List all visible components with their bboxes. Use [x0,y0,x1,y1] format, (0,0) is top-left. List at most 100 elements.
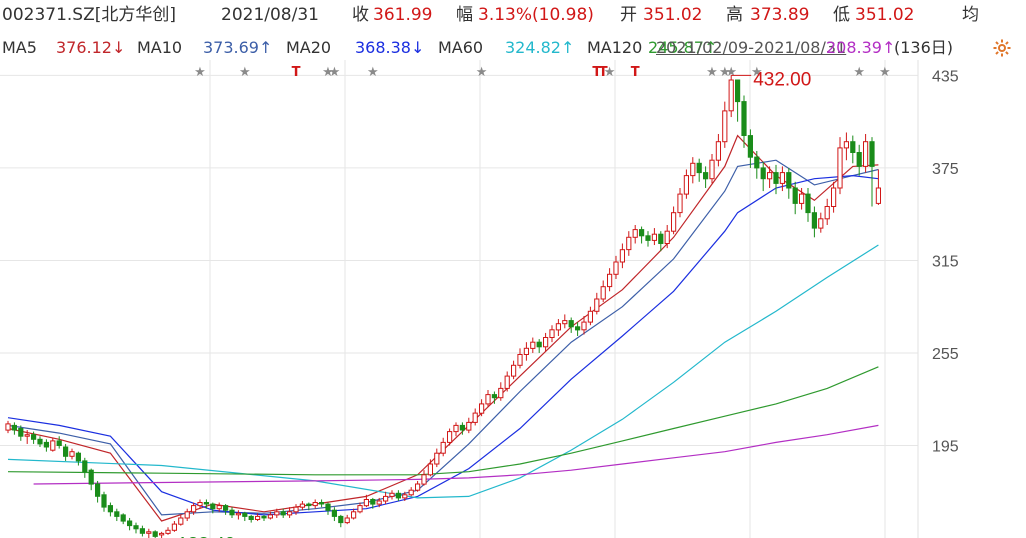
signal-marker: ★ [239,65,251,80]
candle-down [31,434,37,440]
candle-down [127,520,133,527]
candle-up [389,492,395,497]
candle-up [607,273,613,288]
candle-up [197,502,203,507]
signal-marker: ★ [329,65,341,80]
stock-code-name[interactable]: 002371.SZ[北方华创] [2,5,177,25]
candle-down [18,428,24,437]
candle-up [818,218,824,229]
candle-up [709,159,715,180]
candle-up [408,489,414,496]
candle-up [619,249,625,263]
candle-down [114,511,120,517]
high-price-label: 432.00 [753,69,811,90]
candle-up [472,412,478,423]
candle-down [11,424,17,431]
signal-marker-layer: ★ ★ T ★★ ★ ★ TT★ T ★ ★★ ★ ★ ★ [194,65,890,80]
candle-up [287,511,293,516]
candle-down [575,326,581,331]
candle-down [95,483,101,497]
candle-up [837,147,843,189]
candle-up [363,499,369,507]
candle-up [293,506,299,513]
candle-up [165,529,171,534]
signal-marker: T [631,65,640,80]
signal-marker: ★ [706,65,718,80]
candle-down [459,424,465,431]
candle-down [568,320,574,328]
candle-down [63,446,69,457]
candle-up [255,515,261,520]
ma5-label: MA5 [2,38,37,57]
low-value: 351.02 [855,5,915,25]
candle-up [69,451,75,457]
candle-up [651,233,657,241]
signal-marker: ★ [476,65,488,80]
candle-up [383,495,389,502]
signal-marker: T [292,65,301,80]
candle-down [805,193,811,214]
candle-up [664,230,670,244]
signal-marker: ★ [751,65,763,80]
candle-down [703,172,709,180]
candle-down [773,172,779,184]
candle-up [191,505,197,513]
ma60-value: 324.82↑ [505,38,575,57]
high-value: 373.89 [750,5,810,25]
change-label: 幅 [456,5,473,25]
candle-up [690,162,696,177]
candle-down [229,509,235,516]
period-length: (136日) [894,38,954,57]
candle-up [178,517,184,525]
candle-up [523,347,529,355]
candle-up [831,187,837,207]
candle-up [453,424,459,433]
open-label: 开 [620,5,637,25]
candle-up [677,193,683,214]
candle-down [120,514,126,522]
grid-layer [0,60,919,538]
change-value: 3.13%(10.98) [478,5,594,25]
candle-up [875,187,881,204]
ma20-label: MA20 [286,38,332,57]
candle-up [50,440,56,451]
ma20-value: 368.38↓ [355,38,425,57]
candle-down [754,156,760,169]
candle-up [479,403,485,414]
gear-icon[interactable] [992,38,1012,58]
candle-down [43,441,49,448]
low-label: 低 [833,5,850,25]
candle-up [587,310,593,323]
ma60-label: MA60 [438,38,484,57]
candle-down [82,460,88,473]
ma-line-ma10 [7,159,879,516]
quote-date: 2021/08/31 [221,5,319,25]
y-tick-label: 375 [932,161,959,178]
candle-down [811,212,817,229]
candle-up [5,423,11,431]
candle-up [562,320,568,325]
candle-up [722,110,728,143]
candle-down [210,503,216,510]
candle-up [594,298,600,312]
candle-up [184,511,190,519]
candle-down [88,469,94,485]
signal-marker: T [599,65,608,80]
candle-up [504,375,510,389]
candle-down [306,503,312,507]
candle-down [639,229,645,237]
close-value: 361.99 [373,5,433,25]
avg-label: 均 [962,5,979,25]
candle-down [75,452,82,462]
candle-down [261,515,267,519]
y-tick-label: 315 [932,253,959,270]
candle-up [267,514,273,519]
candle-down [735,79,741,103]
candle-up [863,141,869,167]
candle-down [242,512,248,517]
candle-up [728,79,734,112]
signal-marker: ★ [879,65,891,80]
ma-line-ma20 [7,174,879,516]
ma-line-ma250 [33,424,879,485]
